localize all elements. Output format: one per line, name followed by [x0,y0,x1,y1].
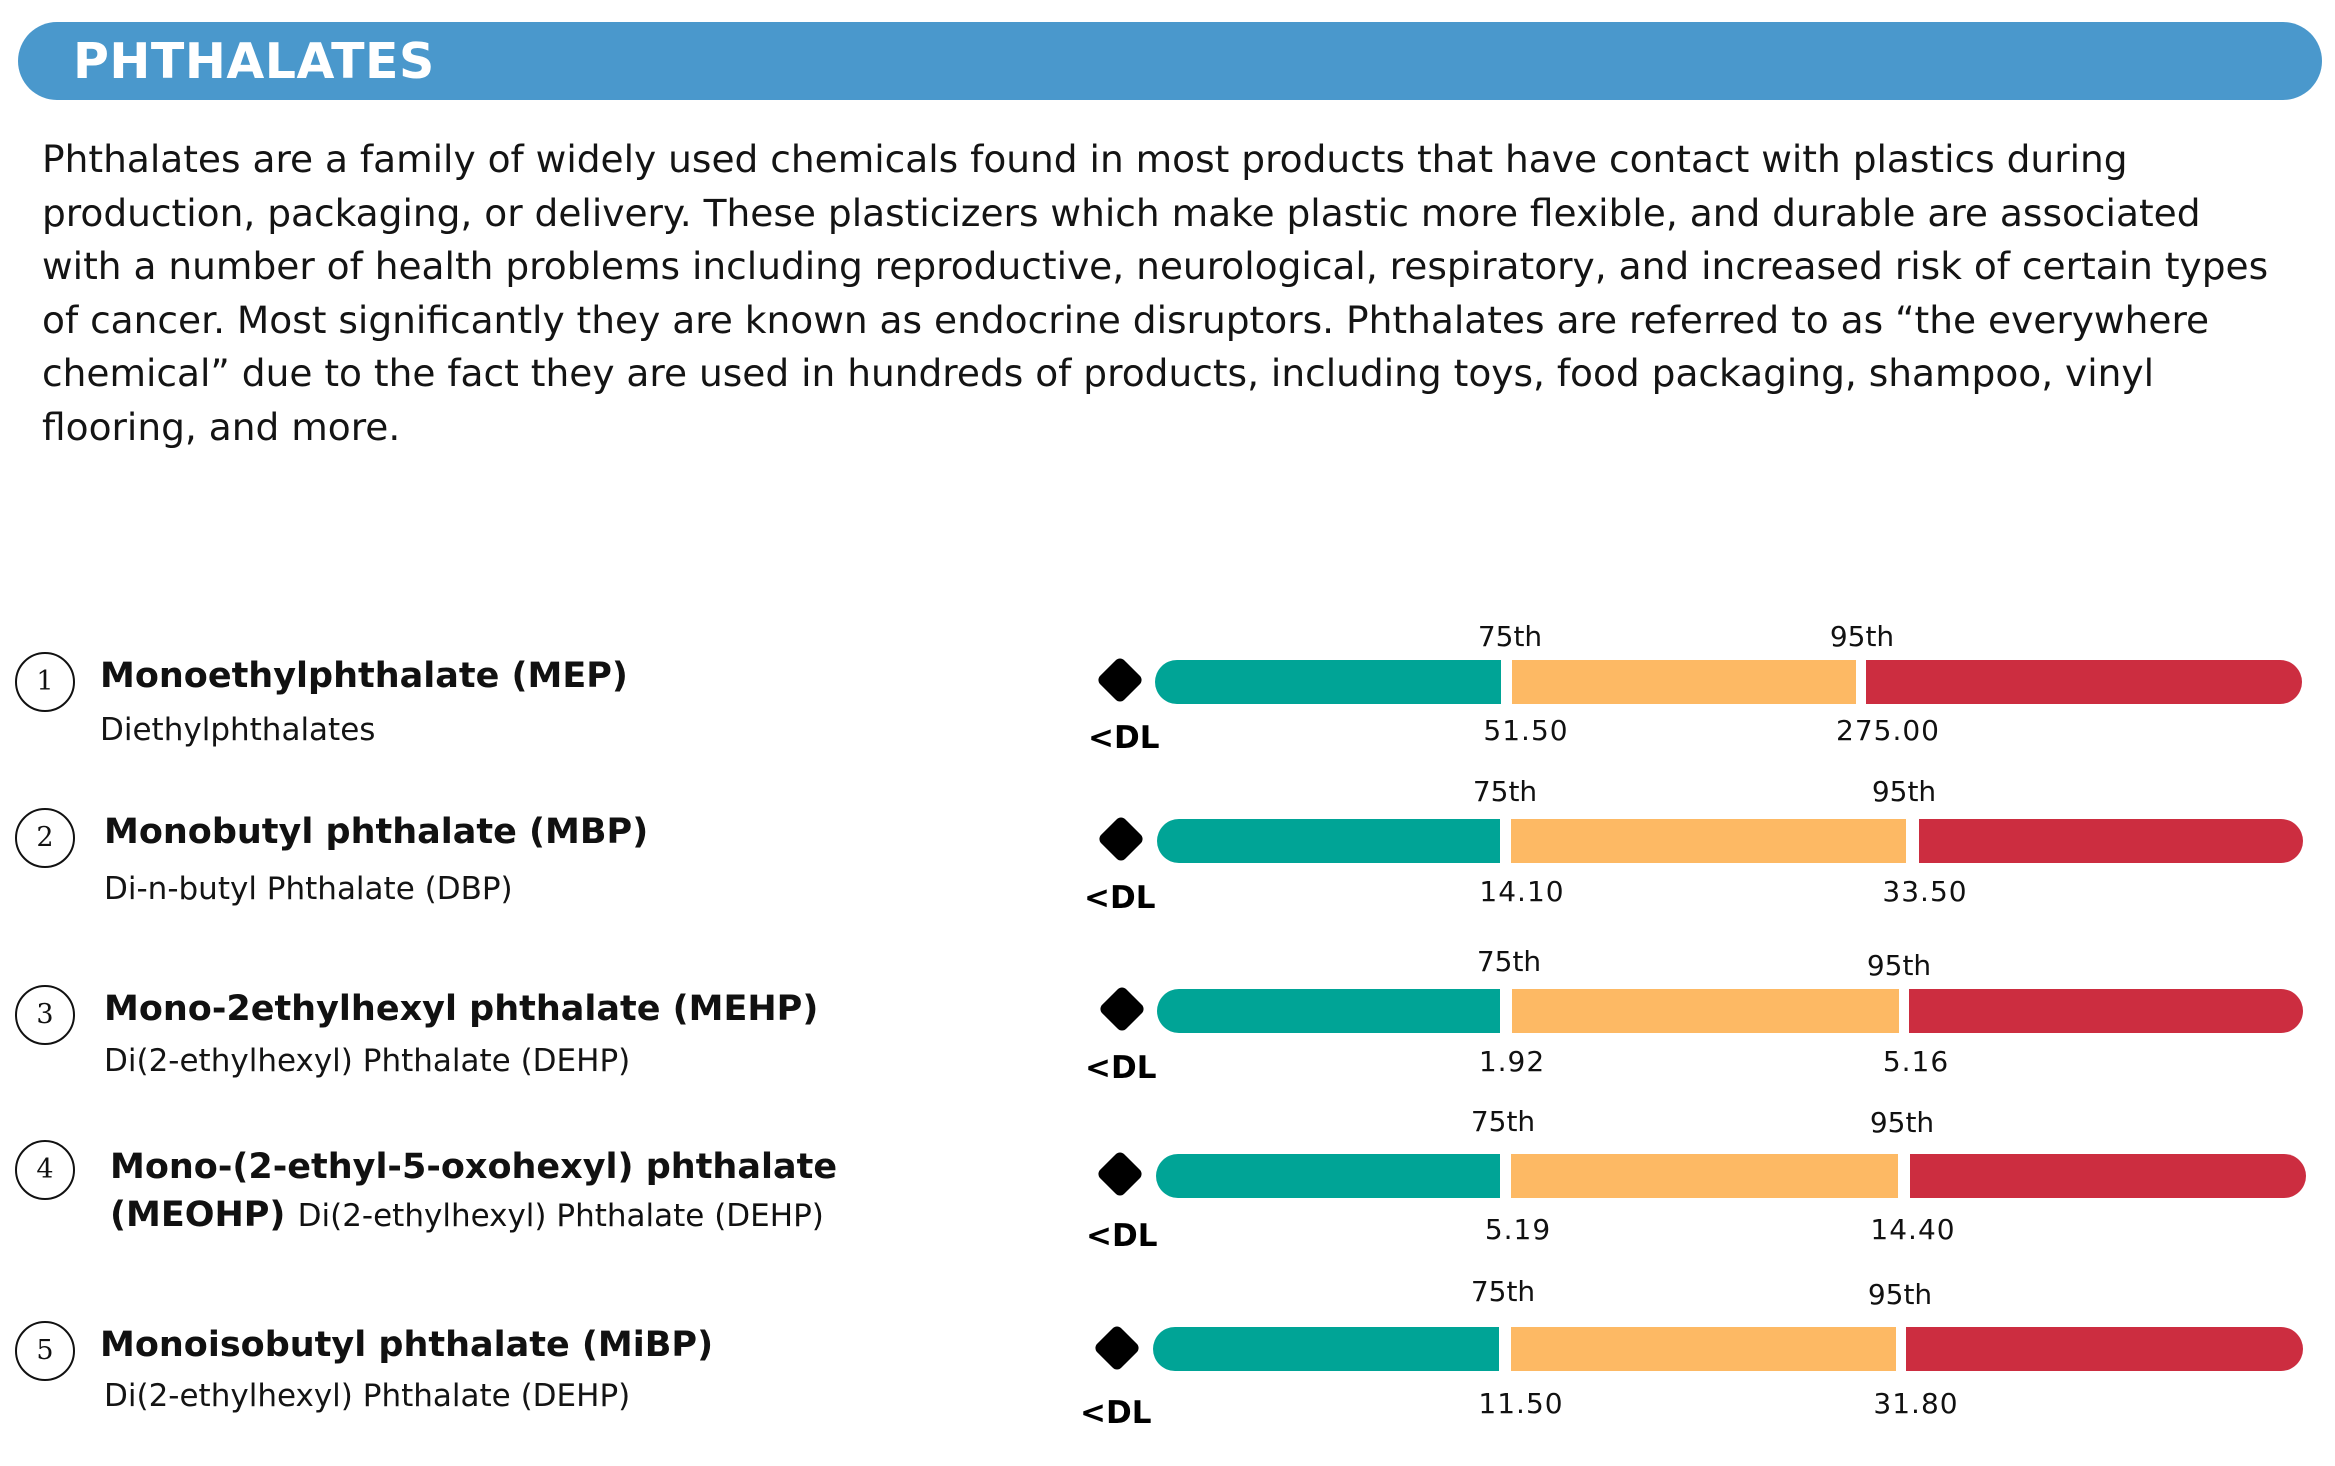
p95-value: 33.50 [1882,875,1968,908]
below-75th-segment [1153,1327,1499,1371]
detection-limit-label: <DL [1088,720,1160,756]
chemical-name-text: Mono-(2-ethyl-5-oxohexyl) phthalate (MEO… [110,1147,838,1235]
below-75th-segment [1157,819,1500,863]
parent-compound: Di-n-butyl Phthalate (DBP) [104,871,513,907]
chemical-row: 1 Monoethylphthalate (MEP) Diethylphthal… [0,620,2335,780]
chemical-name: Mono-(2-ethyl-5-oxohexyl) phthalate (MEO… [110,1143,870,1240]
below-75th-segment [1156,1154,1500,1198]
detection-limit-marker [1096,814,1146,864]
percentile-95-label: 95th [1871,775,1937,808]
detection-limit-label: <DL [1084,880,1156,916]
parent-compound: Di(2-ethylhexyl) Phthalate (DEHP) [297,1198,824,1234]
p95-value: 31.80 [1873,1387,1959,1420]
percentile-95-label: 95th [1869,1106,1935,1139]
parent-compound: Di(2-ethylhexyl) Phthalate (DEHP) [104,1043,631,1079]
detection-limit-label: <DL [1080,1395,1152,1431]
item-number-badge: 4 [15,1140,75,1200]
percentile-75-label: 75th [1472,775,1538,808]
75th-to-95th-segment [1512,989,1899,1033]
p95-value: 14.40 [1870,1213,1956,1246]
above-95th-segment [1910,1154,2306,1198]
below-75th-segment [1155,660,1501,704]
percentile-95-label: 95th [1867,1278,1933,1311]
percentile-75-label: 75th [1470,1105,1536,1138]
p75-value: 14.10 [1479,875,1565,908]
parent-compound: Diethylphthalates [100,712,376,748]
section-title: PHTHALATES [73,33,435,90]
p95-value: 5.16 [1882,1045,1950,1078]
chemical-name: Monoethylphthalate (MEP) [100,656,628,696]
chemical-name: Mono-2ethylhexyl phthalate (MEHP) [104,989,819,1029]
detection-limit-label: <DL [1085,1050,1157,1086]
percentile-75-label: 75th [1476,945,1542,978]
p75-value: 1.92 [1478,1045,1546,1078]
percentile-95-label: 95th [1829,620,1895,653]
detection-limit-marker [1092,1323,1142,1373]
p75-value: 5.19 [1484,1213,1552,1246]
detection-limit-label: <DL [1086,1218,1158,1254]
below-75th-segment [1157,989,1500,1033]
above-95th-segment [1919,819,2303,863]
percentile-75-label: 75th [1477,620,1543,653]
item-number-badge: 3 [15,985,75,1045]
75th-to-95th-segment [1511,1327,1896,1371]
chemical-row: 3 Mono-2ethylhexyl phthalate (MEHP) Di(2… [0,945,2335,1105]
above-95th-segment [1909,989,2303,1033]
chemical-row: 5 Monoisobutyl phthalate (MiBP) Di(2-eth… [0,1275,2335,1435]
p95-value: 275.00 [1836,714,1940,747]
chemical-name: Monoisobutyl phthalate (MiBP) [100,1325,714,1365]
75th-to-95th-segment [1511,819,1906,863]
percentile-95-label: 95th [1866,949,1932,982]
above-95th-segment [1866,660,2302,704]
chemical-name: Monobutyl phthalate (MBP) [104,812,649,852]
parent-compound: Di(2-ethylhexyl) Phthalate (DEHP) [104,1378,631,1414]
detection-limit-marker [1097,984,1147,1034]
detection-limit-marker [1095,655,1145,705]
75th-to-95th-segment [1512,660,1856,704]
intro-paragraph: Phthalates are a family of widely used c… [42,137,2269,449]
item-number-badge: 5 [15,1321,75,1381]
detection-limit-marker [1095,1149,1145,1199]
section-banner: PHTHALATES [18,22,2322,100]
item-number-badge: 2 [15,808,75,868]
75th-to-95th-segment [1511,1154,1898,1198]
percentile-75-label: 75th [1470,1275,1536,1308]
p75-value: 11.50 [1478,1387,1564,1420]
chemical-row: 2 Monobutyl phthalate (MBP) Di-n-butyl P… [0,775,2335,935]
above-95th-segment [1906,1327,2303,1371]
item-number-badge: 1 [15,652,75,712]
p75-value: 51.50 [1483,714,1569,747]
chemical-row: 4 Mono-(2-ethyl-5-oxohexyl) phthalate (M… [0,1105,2335,1265]
